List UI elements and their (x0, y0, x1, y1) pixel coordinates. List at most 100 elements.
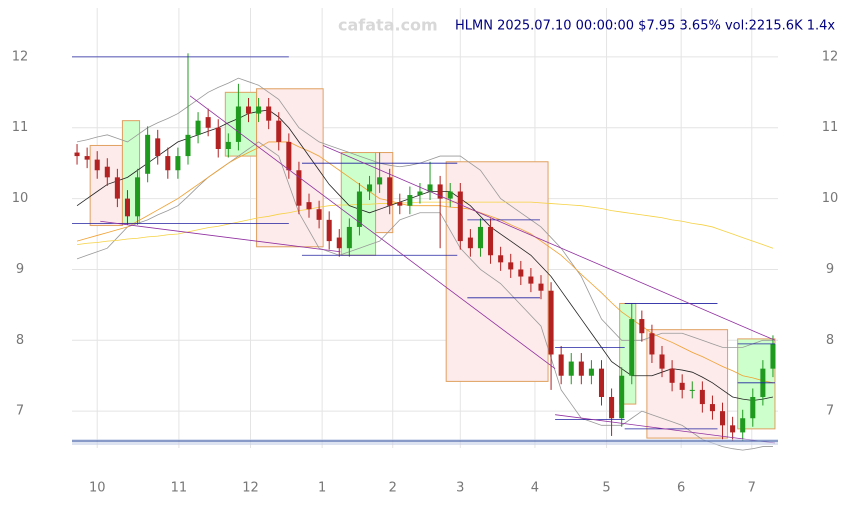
candle-body (346, 226, 352, 249)
x-tick-label: 5 (602, 481, 610, 496)
candle-body (457, 191, 463, 242)
candle-body (709, 404, 715, 412)
x-tick-label: 7 (748, 481, 756, 496)
x-tick-label: 10 (89, 481, 106, 496)
candle-body (397, 202, 403, 206)
watermark: cafata.com (338, 16, 438, 35)
indicator-line (76, 109, 774, 401)
candle-body (639, 319, 645, 334)
candle-body (558, 354, 564, 376)
y-tick-label-right: 9 (826, 262, 834, 277)
x-tick-label: 1 (318, 481, 326, 496)
candle-body (528, 276, 534, 284)
y-tick-label: 8 (16, 333, 24, 348)
trend-line (322, 145, 776, 341)
candle-body (155, 138, 161, 157)
candle-body (165, 156, 171, 171)
y-tick-label: 12 (12, 49, 29, 64)
candle-body (498, 255, 504, 263)
y-tick-label-right: 7 (826, 404, 834, 419)
candle-body (730, 425, 736, 433)
candle-body (508, 262, 514, 270)
candle-body (750, 396, 756, 419)
y-tick-label: 7 (16, 404, 24, 419)
x-tick-label: 2 (389, 481, 397, 496)
candle-body (407, 195, 413, 206)
y-tick-label-right: 8 (826, 333, 834, 348)
trend-line (555, 414, 776, 444)
candle-body (770, 343, 776, 369)
candle-body (124, 198, 130, 217)
candle-body (225, 141, 231, 149)
candle-body (619, 375, 625, 419)
candle-body (447, 191, 453, 199)
candle-body (266, 106, 272, 121)
x-tick-label: 4 (531, 481, 539, 496)
candle-body (104, 166, 110, 178)
candle-body (145, 134, 151, 174)
candle-body (94, 159, 100, 171)
x-tick-label: 3 (456, 481, 464, 496)
candle-body (276, 120, 282, 142)
zone (646, 329, 729, 439)
candle-body (286, 141, 292, 171)
candle-body (235, 106, 241, 142)
y-tick-label-right: 11 (822, 120, 839, 135)
candle-body (336, 237, 342, 249)
candle-body (679, 382, 685, 390)
y-tick-label: 10 (12, 191, 29, 206)
trend-line (189, 95, 556, 369)
candle-body (548, 290, 554, 355)
candle-body (135, 177, 141, 217)
candle-body (588, 368, 594, 376)
candle-body (609, 396, 615, 419)
candle-body (296, 170, 302, 206)
volume-strip (72, 439, 778, 445)
candle-body (720, 411, 726, 426)
candle-body (538, 283, 544, 291)
candle-body (316, 209, 322, 220)
candle-body (740, 418, 746, 433)
candle-body (175, 156, 181, 171)
x-tick-label: 6 (677, 481, 685, 496)
candle-body (488, 226, 494, 256)
candle-body (477, 226, 483, 249)
candle-body (205, 117, 211, 128)
candle-body (689, 389, 695, 391)
candle-body (629, 319, 635, 376)
candle-body (215, 127, 221, 149)
trend-line (100, 220, 341, 253)
zone (737, 338, 776, 430)
indicator-line (76, 77, 773, 348)
y-tick-label-right: 10 (822, 191, 839, 206)
candle-body (185, 134, 191, 157)
indicator-line (76, 141, 774, 384)
candle-body (356, 191, 362, 227)
candle-body (518, 269, 524, 277)
indicator-line (76, 141, 773, 451)
candles (74, 53, 776, 441)
candle-body (578, 361, 584, 376)
candle-body (256, 106, 262, 114)
candle-body (427, 184, 433, 192)
candle-body (245, 106, 252, 114)
candle-body (387, 177, 393, 206)
candle-body (598, 368, 605, 397)
candle-body (114, 177, 120, 199)
candle-body (437, 184, 443, 199)
overlays (72, 56, 776, 444)
lines (76, 77, 774, 451)
candle-body (649, 333, 655, 355)
candle-body (699, 389, 705, 405)
candle-body (568, 361, 574, 376)
chart-title: HLMN 2025.07.10 00:00:00 $7.95 3.65% vol… (455, 19, 835, 34)
x-tick-label: 11 (171, 481, 188, 496)
candle-body (306, 202, 312, 210)
candle-body (367, 184, 373, 192)
candle-body (417, 191, 423, 196)
candle-body (659, 354, 665, 369)
candle-body (377, 177, 383, 185)
candle-body (195, 120, 201, 135)
y-tick-label: 11 (12, 120, 29, 135)
